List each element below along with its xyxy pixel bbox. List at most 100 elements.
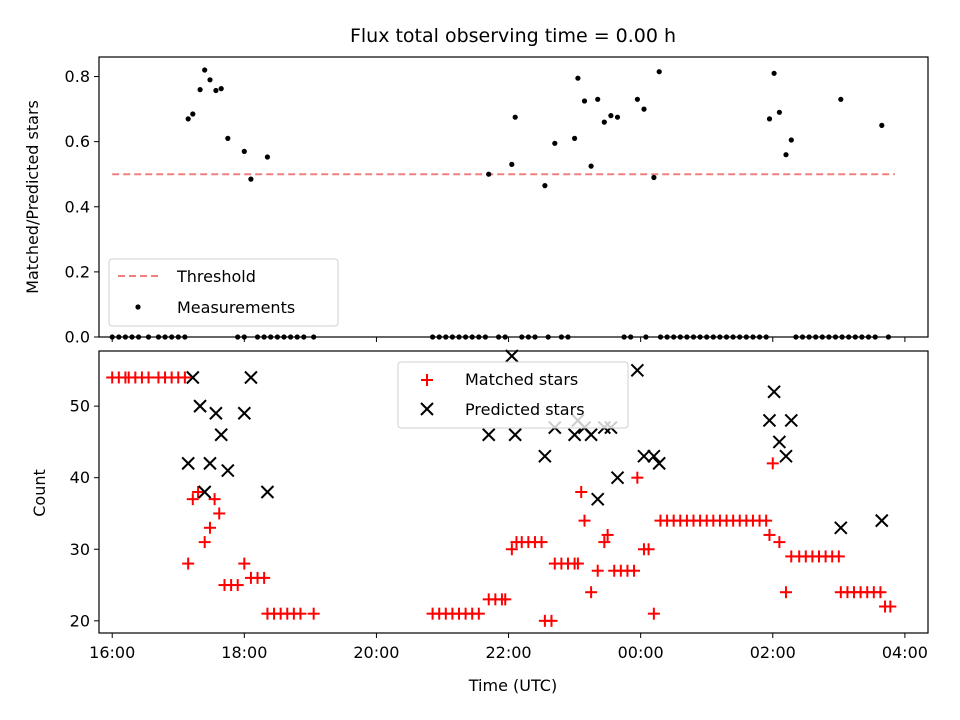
measurement-point — [879, 122, 885, 128]
predicted-star-point — [214, 428, 228, 442]
predicted-star-point — [203, 456, 217, 471]
predicted-star-point — [647, 449, 661, 463]
predicted-star-point — [209, 406, 223, 420]
matched-star-point — [208, 493, 221, 506]
measurement-point — [185, 116, 191, 122]
predicted-star-point — [784, 413, 798, 428]
predicted-star-point — [197, 485, 212, 499]
x-tick-label: 22:00 — [485, 643, 531, 662]
measurement-point — [241, 148, 247, 154]
matched-star-point — [773, 536, 786, 549]
matched-star-point — [763, 528, 776, 541]
predicted-star-point — [779, 449, 793, 463]
matched-star-point — [505, 543, 518, 556]
predicted-star-point — [186, 370, 200, 385]
ratio-y-axis-label: Matched/Predicted stars — [23, 100, 42, 294]
count-legend: Matched stars Predicted stars — [397, 361, 629, 429]
matched-star-point — [884, 600, 897, 613]
predicted-star-point — [630, 363, 645, 378]
predicted-star-point — [584, 428, 598, 442]
measurement-point — [509, 161, 515, 167]
measurement-point — [542, 183, 548, 189]
x-tick-label: 02:00 — [750, 643, 796, 662]
measurement-point — [512, 114, 518, 120]
measurement-point — [601, 119, 607, 125]
count-y-axis-label: Count — [30, 469, 49, 517]
count-plot-area — [106, 349, 897, 627]
count-panel-frame — [98, 350, 929, 634]
measurement-point — [552, 140, 558, 146]
matched-star-point — [642, 543, 655, 556]
ratio-y-tick-label: 0.8 — [65, 67, 90, 86]
matched-star-point — [238, 557, 251, 570]
ratio-panel-frame — [98, 56, 929, 338]
predicted-star-point — [237, 406, 252, 420]
measurement-point — [771, 70, 777, 76]
matched-star-point — [779, 586, 792, 599]
matched-star-point — [192, 486, 205, 498]
measurement-point — [575, 75, 581, 81]
measurement-point — [608, 113, 614, 119]
ratio-panel: 0.00.20.40.60.8 Matched/Predicted stars … — [23, 56, 929, 347]
predicted-star-point — [538, 449, 552, 463]
measurement-point — [572, 135, 578, 141]
matched-star-point — [578, 514, 591, 527]
ratio-y-tick-label: 0.2 — [65, 262, 90, 281]
matched-star-point — [628, 564, 641, 577]
ratio-y-tick-label: 0.4 — [65, 197, 90, 216]
matched-star-point — [631, 471, 644, 484]
predicted-star-point — [834, 521, 848, 535]
matched-star-point — [499, 593, 512, 606]
count-y-tick-label: 50 — [70, 397, 90, 416]
measurement-point — [776, 109, 783, 115]
count-y-tick-label: 40 — [70, 468, 90, 487]
measurements-legend-marker — [135, 304, 141, 310]
measurements-legend-label: Measurements — [177, 298, 295, 317]
matched-star-point — [598, 536, 611, 549]
predicted-star-point — [591, 492, 605, 506]
measurement-point — [213, 87, 219, 94]
matched-star-point — [258, 571, 271, 584]
ratio-y-tick-label: 0.0 — [65, 328, 90, 347]
measurement-point — [656, 69, 662, 75]
predicted-legend-label: Predicted stars — [465, 400, 585, 419]
predicted-star-point — [567, 428, 582, 442]
measurement-point — [197, 87, 203, 93]
predicted-star-point — [244, 370, 258, 385]
measurement-point — [783, 152, 789, 158]
matched-star-point — [591, 564, 604, 577]
matched-star-point — [203, 521, 216, 534]
x-tick-label: 04:00 — [882, 643, 928, 662]
matched-star-point — [585, 586, 598, 599]
measurement-point — [581, 98, 588, 104]
matched-star-point — [545, 614, 558, 627]
predicted-star-point — [762, 413, 777, 428]
x-tick-label: 20:00 — [353, 643, 399, 662]
ratio-y-axis: 0.0 0.2 0.4 0.6 0.8 — [65, 67, 99, 347]
count-legend-box — [397, 361, 629, 429]
measurement-point — [264, 154, 270, 160]
predicted-star-point — [637, 449, 651, 463]
ratio-legend: Threshold Measurements — [108, 258, 339, 327]
matched-legend-label: Matched stars — [465, 370, 578, 389]
matched-star-point — [647, 607, 660, 620]
count-y-axis: 20 30 40 50 — [70, 397, 99, 630]
predicted-star-point — [652, 456, 666, 471]
count-y-tick-label: 20 — [70, 611, 90, 630]
matched-star-point — [307, 607, 320, 620]
x-tick-label: 16:00 — [89, 643, 135, 662]
measurement-point — [634, 96, 641, 102]
measurement-point — [766, 116, 773, 122]
predicted-legend-marker — [420, 402, 434, 416]
measurement-point — [614, 114, 621, 120]
matched-star-point — [231, 579, 244, 592]
matched-star-point — [182, 557, 195, 570]
measurement-point — [588, 163, 594, 169]
measurement-point — [225, 135, 231, 141]
predicted-star-point — [508, 428, 522, 442]
predicted-star-point — [875, 513, 889, 528]
matched-star-point — [472, 607, 485, 620]
matched-star-point — [832, 550, 845, 563]
measurement-point — [190, 111, 196, 117]
